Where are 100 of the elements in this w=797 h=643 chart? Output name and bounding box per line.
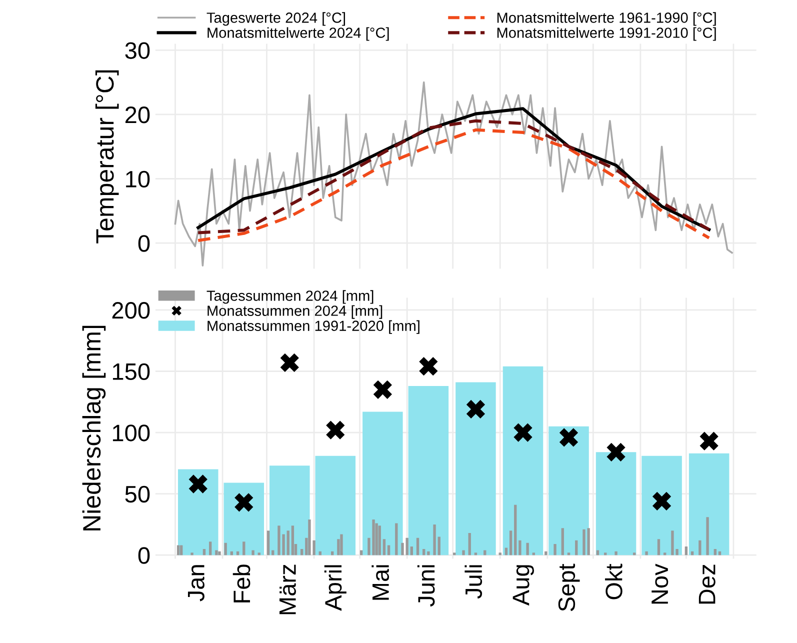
bar: [202, 548, 206, 556]
bar: [698, 540, 702, 556]
bar: [331, 551, 334, 556]
bar: [410, 546, 413, 556]
legend-label: Monatsmittelwerte 1991-2010 [°C]: [497, 27, 716, 41]
x-tick-label: Nov: [652, 564, 668, 604]
legend-label: Monatsmittelwerte 2024 [°C]: [208, 27, 389, 41]
point: [652, 492, 672, 510]
bar: [596, 452, 636, 556]
x-tick-label: Okt: [605, 564, 622, 600]
bar: [453, 552, 456, 556]
bar: [395, 523, 398, 556]
point: [606, 442, 626, 462]
bar: [208, 542, 212, 556]
bar: [657, 539, 660, 556]
point: [700, 432, 718, 450]
legend-label: Tagessummen 2024 [mm]: [206, 290, 374, 304]
bar: [382, 539, 386, 556]
bar: [498, 552, 502, 556]
point: [559, 428, 578, 447]
bar: [468, 533, 471, 556]
bar: [252, 550, 254, 556]
bar: [215, 550, 218, 556]
bar: [684, 546, 688, 556]
x-tick-label: Jan: [188, 565, 204, 602]
bar: [575, 540, 578, 556]
bar: [387, 545, 390, 556]
x-tick-label: Feb: [232, 564, 250, 602]
bar: [544, 551, 548, 556]
bar: [567, 552, 570, 556]
bar: [433, 524, 436, 556]
x-tick-label: April: [324, 565, 346, 611]
bar: [474, 552, 478, 556]
bar: [272, 550, 274, 556]
bar: [514, 504, 517, 556]
bar: [176, 545, 180, 556]
y-tick-label: 0: [138, 235, 150, 252]
bar: [340, 534, 343, 556]
bar: [438, 536, 440, 556]
y-axis-title: Niederschlag [mm]: [82, 326, 106, 530]
bar: [422, 548, 426, 556]
bar: [554, 544, 556, 556]
legend-label: Monatsmittelwerte 1961-1990 [°C]: [497, 12, 716, 26]
line-series: [174, 81, 733, 266]
bar: [375, 523, 378, 556]
bar: [427, 551, 430, 556]
bar: [218, 551, 221, 556]
y-tick-label: 200: [112, 302, 150, 319]
bar: [706, 517, 709, 556]
bar: [178, 469, 218, 556]
point: [188, 474, 208, 494]
x-tick-label: Juni: [417, 565, 435, 607]
bar: [632, 552, 636, 556]
bar: [318, 551, 322, 556]
point: [234, 493, 254, 512]
point: [373, 380, 392, 399]
bar: [645, 551, 648, 556]
bar: [378, 526, 381, 556]
x-tick-label: Juli: [464, 565, 482, 599]
y-axis-title: Temperatur [°C]: [95, 70, 119, 244]
y-tick-label: 0: [138, 547, 150, 564]
bar: [714, 548, 717, 556]
bar: [242, 542, 246, 556]
bar: [291, 526, 294, 556]
legend-label: Monatssummen 2024 [mm]: [208, 305, 382, 319]
bar: [642, 456, 682, 556]
bar: [180, 545, 183, 556]
legend-label: Monatssummen 1991-2020 [mm]: [208, 320, 420, 334]
y-tick-label: 50: [125, 486, 150, 503]
bar: [504, 548, 508, 556]
x-tick-label: März: [279, 564, 296, 614]
y-tick-label: 20: [125, 106, 150, 124]
point: [419, 357, 438, 376]
bar: [518, 540, 522, 556]
bar: [718, 551, 722, 556]
x-tick-label: Mai: [372, 565, 390, 600]
bar: [462, 550, 465, 556]
bar: [286, 530, 290, 556]
bar: [236, 551, 240, 556]
x-tick-label: Sept: [558, 564, 580, 612]
x-tick-label: Dez: [698, 564, 716, 604]
bar: [456, 382, 496, 556]
bar: [190, 552, 194, 556]
point: [326, 420, 345, 440]
y-tick-label: 10: [126, 170, 150, 188]
bar: [532, 552, 536, 556]
bar: [266, 530, 270, 556]
bar: [614, 551, 618, 556]
bar: [526, 542, 529, 556]
bar: [561, 528, 564, 556]
bar: [300, 548, 304, 556]
legend-label: Tageswerte 2024 [°C]: [206, 12, 345, 26]
bar: [315, 456, 356, 556]
bar: [502, 366, 544, 556]
bar: [484, 550, 486, 556]
point: [514, 423, 532, 442]
bar: [408, 386, 449, 556]
bar: [690, 551, 694, 556]
bar: [548, 426, 589, 556]
point: [280, 353, 299, 372]
